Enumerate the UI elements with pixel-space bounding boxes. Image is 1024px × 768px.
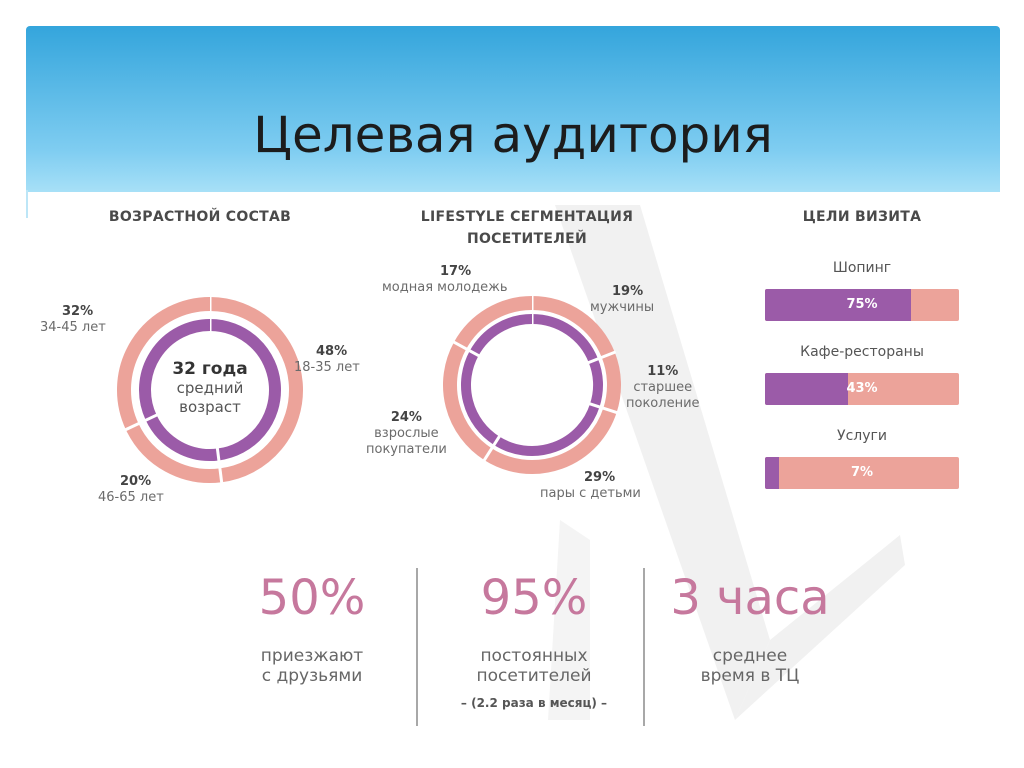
lifestyle-slice-1 — [531, 296, 615, 363]
goal-bar-value-3: 7% — [850, 465, 874, 480]
stat-desc-regulars: постоянных посетителей — [424, 646, 644, 686]
stat-time-line2: время в ТЦ — [700, 666, 800, 686]
age-slice-3 — [117, 297, 211, 430]
lifestyle-pct-older: 11% — [647, 364, 679, 379]
lifestyle-text-older-2: поколение — [626, 396, 700, 411]
lifestyle-text-families: пары с детьми — [540, 486, 641, 501]
stat-number-friends: 50% — [258, 570, 366, 626]
lifestyle-text-older-1: старшее — [633, 380, 693, 395]
slide-title: Целевая аудитория — [253, 106, 773, 164]
stat-friends-line2: с друзьями — [261, 666, 363, 686]
goal-label-2: Кафе-рестораны — [800, 344, 924, 360]
lifestyle-pct-families: 29% — [584, 470, 616, 485]
stat-time-line1: среднее — [712, 646, 788, 666]
lifestyle-pct-youth: 17% — [440, 264, 472, 279]
average-age-line2: возраст — [179, 398, 241, 416]
left-accent-line — [26, 190, 28, 218]
age-range-34-45: 34-45 лет — [40, 320, 106, 335]
lifestyle-title-line2: ПОСЕТИТЕЛЕЙ — [466, 231, 588, 247]
lifestyle-slice-5 — [454, 296, 533, 356]
age-label-18-35: 48% 18-35 лет — [294, 344, 360, 376]
age-slice-2 — [125, 414, 222, 483]
goal-bar-fill-3 — [765, 457, 779, 489]
header-banner: Целевая аудитория — [26, 26, 1000, 192]
lifestyle-text-adults-1: взрослые — [374, 426, 439, 441]
age-donut-chart — [117, 296, 303, 484]
stat-desc-friends: приезжают с друзьями — [202, 646, 422, 686]
lifestyle-slice-separator — [482, 434, 502, 462]
goal-bar-value-2: 43% — [846, 381, 878, 396]
stat-number-regulars: 95% — [480, 570, 588, 626]
lifestyle-slice-separator — [452, 340, 481, 358]
lifestyle-text-men: мужчины — [590, 300, 655, 315]
goal-bar-value-1: 75% — [846, 297, 878, 312]
lifestyle-label-older: 11% старшее поколение — [626, 364, 700, 412]
goals-section-title: ЦЕЛИ ВИЗИТА — [802, 209, 922, 225]
age-range-46-65: 46-65 лет — [98, 490, 164, 505]
age-slice-1 — [209, 297, 303, 483]
lifestyle-label-men: 19% мужчины — [590, 284, 654, 316]
age-label-46-65: 20% 46-65 лет — [98, 474, 164, 506]
stats-divider-1 — [416, 568, 418, 726]
lifestyle-donut-chart — [443, 295, 621, 474]
stat-number-time: 3 часа — [670, 570, 830, 626]
age-slice-separator — [124, 413, 159, 432]
lifestyle-section-title: LIFESTYLE СЕГМЕНТАЦИЯ ПОСЕТИТЕЛЕЙ — [395, 206, 659, 250]
age-pct-34-45: 32% — [62, 304, 94, 319]
lifestyle-slice-separator — [588, 402, 619, 415]
age-section-title: ВОЗРАСТНОЙ СОСТАВ — [108, 209, 292, 225]
average-age-value: 32 года — [172, 359, 248, 379]
stat-regulars-line2: посетителей — [476, 666, 592, 686]
age-range-18-35: 18-35 лет — [294, 360, 360, 375]
age-pct-46-65: 20% — [120, 474, 152, 489]
goal-bar-2: 43% — [765, 373, 959, 405]
lifestyle-label-youth: 17% модная молодежь — [382, 264, 508, 296]
lifestyle-title-line1: LIFESTYLE СЕГМЕНТАЦИЯ — [420, 209, 634, 225]
stat-note-regulars: – (2.2 раза в месяц) – — [460, 696, 608, 710]
average-age-line1: средний — [176, 379, 244, 397]
goal-label-3: Услуги — [837, 428, 887, 444]
stats-divider-2 — [643, 568, 645, 726]
age-center-text: 32 года средний возраст — [150, 360, 270, 417]
lifestyle-slice-separator — [587, 350, 617, 365]
age-slice-separator — [215, 447, 224, 484]
lifestyle-slice-2 — [588, 352, 621, 413]
goal-bar-fill-1 — [765, 289, 911, 321]
stat-friends-line1: приезжают — [260, 646, 364, 666]
goal-bar-3: 7% — [765, 457, 959, 489]
lifestyle-text-youth: модная молодежь — [382, 280, 508, 295]
lifestyle-label-adults: 24% взрослые покупатели — [366, 410, 447, 458]
stat-regulars-line1: постоянных — [480, 646, 588, 666]
age-label-34-45: 32% 34-45 лет — [40, 304, 106, 336]
goal-label-1: Шопинг — [832, 260, 892, 276]
goal-bar-fill-2 — [765, 373, 849, 405]
lifestyle-label-families: 29% пары с детьми — [540, 470, 641, 502]
lifestyle-slice-4 — [443, 342, 500, 461]
lifestyle-text-adults-2: покупатели — [366, 442, 447, 457]
lifestyle-slice-3 — [484, 403, 617, 474]
lifestyle-pct-men: 19% — [612, 284, 644, 299]
stat-desc-time: среднее время в ТЦ — [640, 646, 860, 686]
goal-bar-1: 75% — [765, 289, 959, 321]
lifestyle-pct-adults: 24% — [390, 410, 422, 425]
age-pct-18-35: 48% — [316, 344, 348, 359]
